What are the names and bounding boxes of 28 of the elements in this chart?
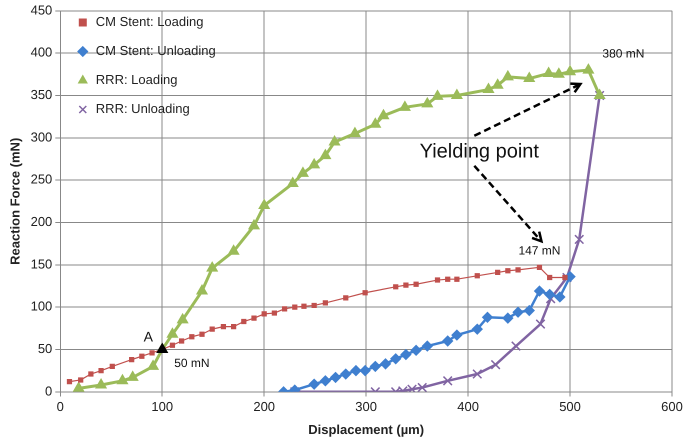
legend-label: CM Stent: Loading: [96, 14, 204, 30]
y-tick-label: 400: [30, 44, 52, 60]
x-tick-label: 0: [56, 399, 64, 414]
x-tick-label: 200: [253, 399, 276, 414]
x-tick-label: 500: [559, 399, 581, 414]
legend-label: RRR: Loading: [96, 72, 178, 88]
y-tick-label: 150: [30, 256, 52, 272]
y-tick-label: 350: [30, 87, 52, 102]
y-tick-label: 200: [30, 214, 52, 230]
annotation: 147 mN: [518, 244, 560, 258]
y-tick-label: 0: [45, 383, 52, 398]
annotation: 50 mN: [174, 356, 210, 370]
annotation: Yielding point: [420, 140, 540, 162]
y-axis-title: Reaction Force (mN): [7, 138, 22, 265]
x-axis-title: Displacement (µm): [308, 422, 424, 437]
x-tick-label: 600: [661, 399, 683, 414]
y-tick-label: 250: [30, 172, 52, 187]
y-tick-label: 50: [38, 341, 52, 356]
y-tick-label: 100: [30, 298, 52, 314]
x-tick-label: 400: [457, 399, 479, 414]
y-tick-label: 450: [30, 2, 52, 18]
annotation: A: [144, 328, 154, 344]
legend-label: RRR: Unloading: [96, 101, 190, 116]
x-tick-label: 100: [151, 399, 174, 414]
y-tick-label: 300: [30, 129, 52, 144]
annotation: 380 mN: [602, 46, 644, 60]
legend-label: CM Stent: Unloading: [96, 43, 216, 58]
x-tick-label: 300: [355, 399, 377, 414]
